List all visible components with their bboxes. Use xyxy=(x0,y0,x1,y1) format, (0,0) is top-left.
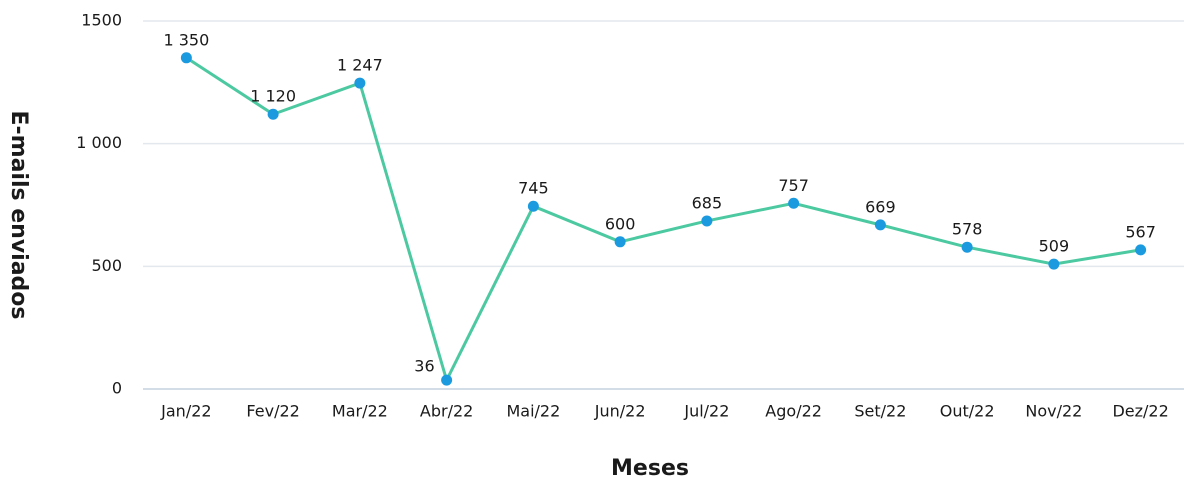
data-label: 509 xyxy=(1039,237,1070,256)
x-tick-label: Jun/22 xyxy=(594,402,646,421)
y-tick-label: 0 xyxy=(112,379,122,398)
data-label: 36 xyxy=(414,357,434,376)
data-label: 600 xyxy=(605,214,636,233)
marker xyxy=(180,52,192,64)
marker xyxy=(961,241,973,253)
x-tick-label: Dez/22 xyxy=(1112,402,1168,421)
y-axis-title: E-mails enviados xyxy=(6,110,31,319)
data-label: 1 350 xyxy=(163,30,209,49)
marker xyxy=(874,219,886,231)
x-tick-label: Set/22 xyxy=(854,402,906,421)
marker xyxy=(441,374,453,386)
data-label: 567 xyxy=(1125,222,1156,241)
data-label: 685 xyxy=(692,193,723,212)
data-label: 669 xyxy=(865,197,896,216)
marker xyxy=(354,77,366,89)
line xyxy=(185,56,1141,385)
x-tick-label: Fev/22 xyxy=(246,402,299,421)
marker xyxy=(267,108,279,120)
x-tick-label: Mar/22 xyxy=(332,402,388,421)
x-tick-label: Mai/22 xyxy=(506,402,560,421)
x-tick-label: Abr/22 xyxy=(420,402,473,421)
data-label: 757 xyxy=(778,176,809,195)
data-label: 578 xyxy=(952,220,983,239)
marker xyxy=(788,197,800,209)
x-tick-label: Out/22 xyxy=(940,402,995,421)
x-axis-title: Meses xyxy=(611,456,689,480)
x-tick-label: Ago/22 xyxy=(765,402,822,421)
marker xyxy=(527,200,539,212)
y-tick-label: 1500 xyxy=(81,11,122,30)
data-label: 1 247 xyxy=(337,56,383,75)
data-label: 745 xyxy=(518,179,549,198)
marker xyxy=(1135,244,1147,256)
x-tick-label: Jul/22 xyxy=(683,402,729,421)
x-tick-label: Jan/22 xyxy=(160,402,211,421)
data-label: 1 120 xyxy=(250,87,296,106)
y-tick-label: 500 xyxy=(91,256,122,275)
y-tick-label: 1 000 xyxy=(76,133,122,152)
marker xyxy=(701,215,713,227)
x-tick-label: Nov/22 xyxy=(1025,402,1082,421)
marker xyxy=(614,236,626,248)
marker xyxy=(1048,258,1060,270)
